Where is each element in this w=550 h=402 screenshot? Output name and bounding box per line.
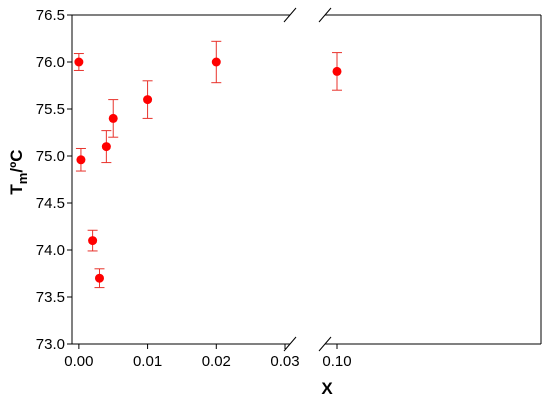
y-axis-title-unit: /ºC bbox=[7, 149, 26, 172]
data-point bbox=[94, 273, 104, 283]
plot-frame bbox=[71, 14, 542, 345]
y-tick-label: 73.5 bbox=[36, 289, 65, 306]
x-axis-ticks: 0.00 0.01 0.02 0.03 0.10 bbox=[64, 344, 352, 370]
data-point bbox=[332, 66, 342, 76]
y-axis-ticks: 73.0 73.5 74.0 74.5 75.0 75.5 76.0 76.5 bbox=[36, 7, 72, 353]
y-tick-label: 75.5 bbox=[36, 101, 65, 118]
axis-break-top-right bbox=[318, 7, 332, 23]
data-point bbox=[211, 57, 221, 67]
y-tick-label: 76.0 bbox=[36, 54, 65, 71]
x-axis-title: X bbox=[321, 379, 333, 398]
error-bars bbox=[73, 40, 342, 289]
y-tick-label: 76.5 bbox=[36, 7, 65, 24]
x-tick-label: 0.03 bbox=[270, 353, 299, 370]
x-tick-label: 0.02 bbox=[202, 353, 231, 370]
y-axis-title-subscript: m bbox=[15, 173, 30, 185]
y-tick-label: 74.5 bbox=[36, 195, 65, 212]
data-point bbox=[76, 155, 86, 165]
data-point bbox=[101, 142, 111, 152]
x-tick-label: 0.00 bbox=[64, 353, 93, 370]
axis-break-marks bbox=[283, 7, 332, 352]
y-tick-label: 74.0 bbox=[36, 242, 65, 259]
x-tick-label: 0.01 bbox=[133, 353, 162, 370]
x-tick-label: 0.10 bbox=[322, 353, 351, 370]
axis-break-bottom-right bbox=[318, 336, 332, 352]
y-tick-label: 75.0 bbox=[36, 148, 65, 165]
y-tick-label: 73.0 bbox=[36, 336, 65, 353]
data-point bbox=[143, 95, 153, 105]
axis-break-bottom-left bbox=[283, 336, 297, 352]
y-axis-title-symbol: T bbox=[7, 184, 26, 195]
y-axis-title: Tm/ºC bbox=[7, 149, 30, 194]
data-point bbox=[88, 236, 98, 246]
data-point bbox=[74, 57, 84, 67]
data-markers bbox=[74, 57, 342, 283]
data-point bbox=[108, 113, 118, 123]
axis-break-top-left bbox=[283, 7, 297, 23]
